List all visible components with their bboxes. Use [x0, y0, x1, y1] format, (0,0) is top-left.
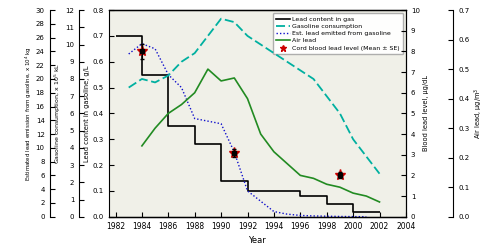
Y-axis label: Gasoline consumption, x 10$^5$ kL: Gasoline consumption, x 10$^5$ kL: [52, 63, 62, 164]
Y-axis label: Blood lead level, μg/dL: Blood lead level, μg/dL: [423, 75, 429, 151]
Y-axis label: Estimated lead emission from gasoline, x 10$^4$ kg: Estimated lead emission from gasoline, x…: [24, 46, 34, 181]
Y-axis label: Lead content in gasoline, g/L: Lead content in gasoline, g/L: [84, 65, 90, 162]
Y-axis label: Air lead, μg/m$^3$: Air lead, μg/m$^3$: [472, 88, 485, 139]
X-axis label: Year: Year: [248, 236, 266, 245]
Legend: Lead content in gas, Gasoline consumption, Est. lead emitted from gasoline, Air : Lead content in gas, Gasoline consumptio…: [273, 13, 403, 54]
